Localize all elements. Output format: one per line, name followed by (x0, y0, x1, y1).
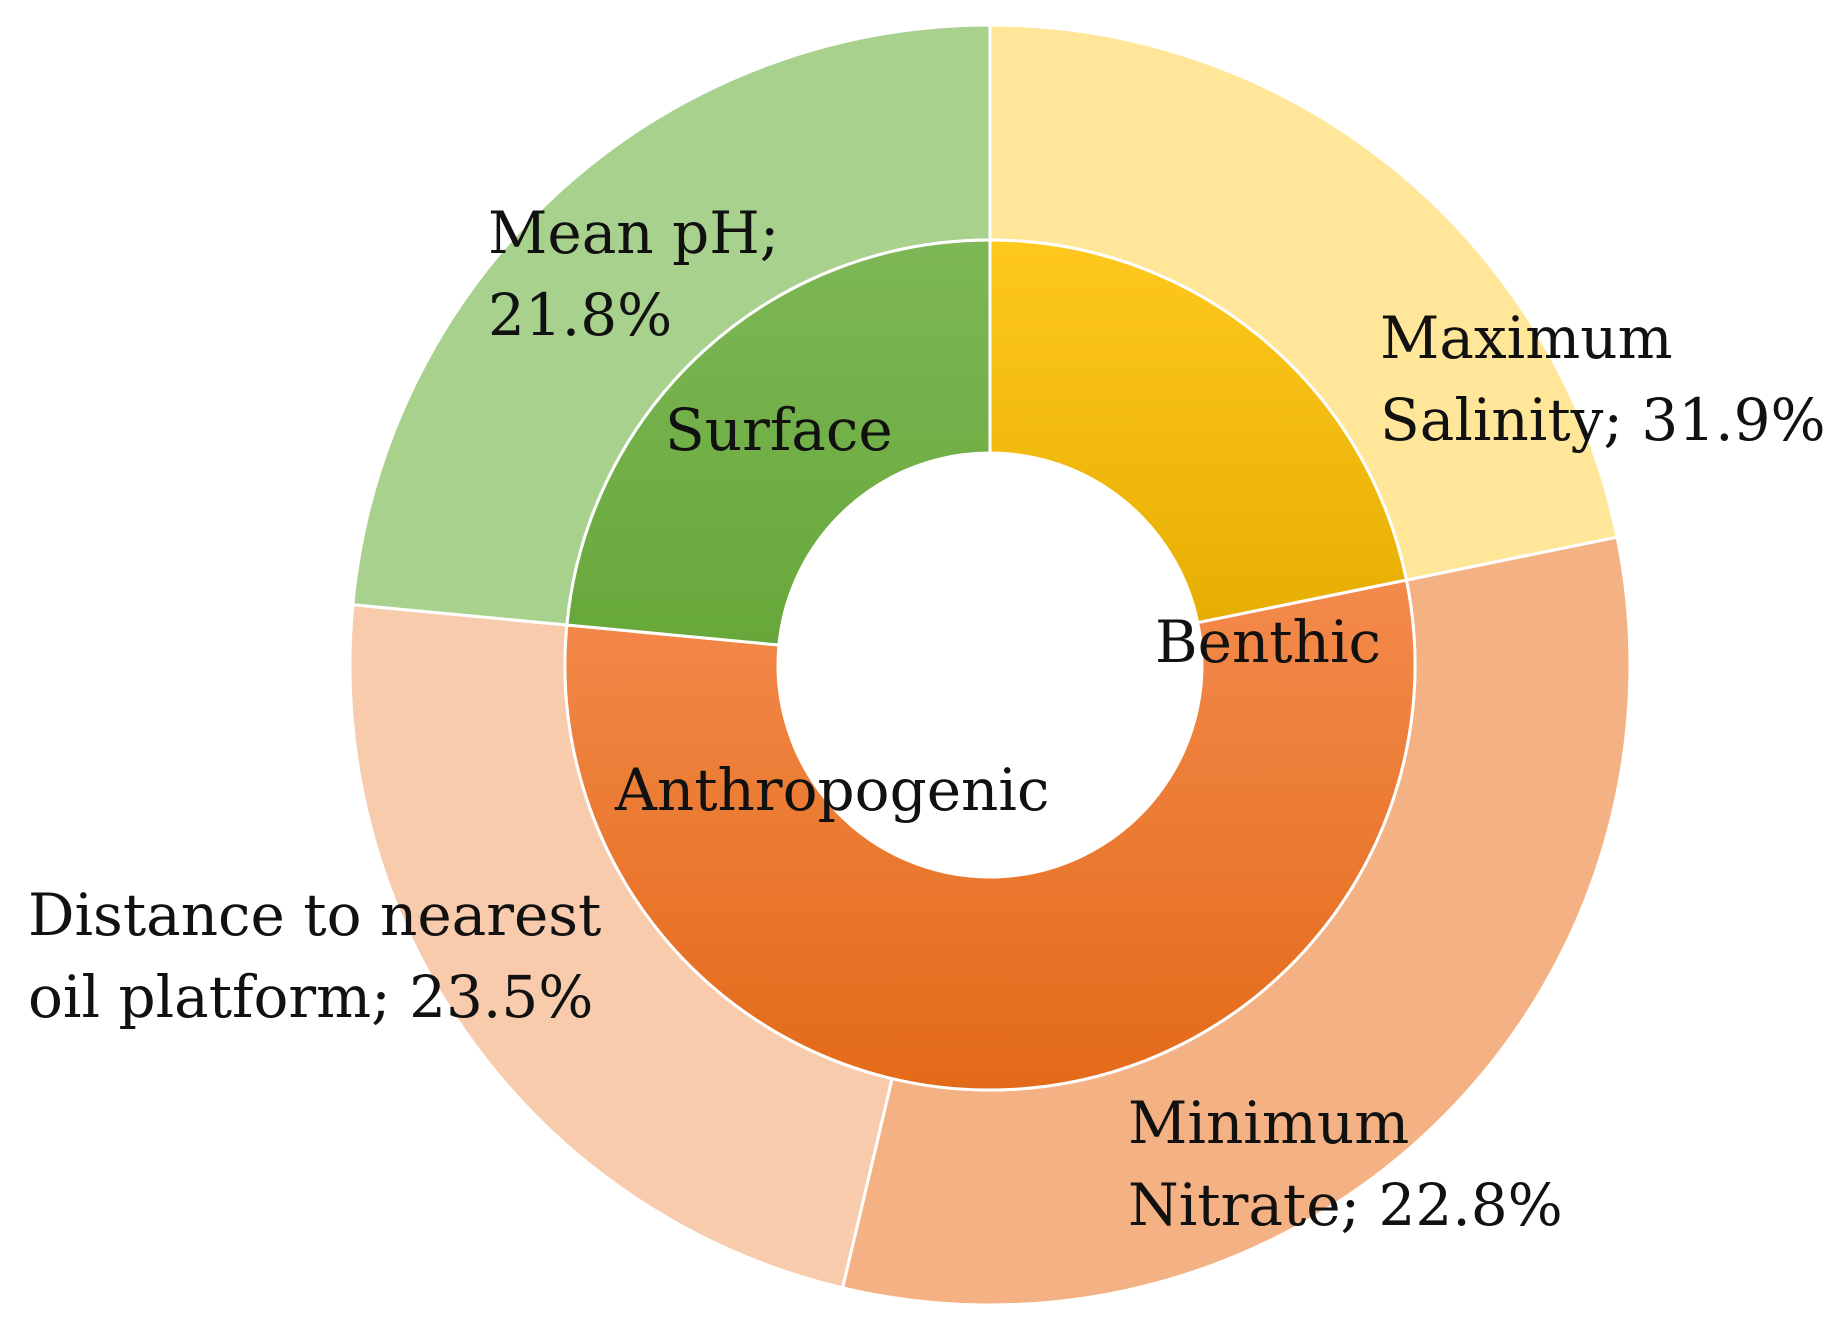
inner-label-anthropogenic: Anthropogenic (614, 756, 1049, 824)
inner-slice-anthropogenic (565, 238, 992, 647)
inner-slice-benthic (563, 578, 1417, 1092)
outer-label-maximum-salinity-line-1: Maximum (1380, 304, 1673, 372)
outer-label-minimum-nitrate-line-1: Minimum (1128, 1089, 1409, 1157)
slice-labels: Surface Benthic Anthropogenic Mean pH; 21.8%… (28, 199, 1826, 1239)
outer-ring (348, 23, 1632, 1307)
outer-label-mean-ph-line-2: 21.8% (488, 281, 672, 349)
outer-label-mean-ph-line-1: Mean pH; (488, 199, 779, 267)
outer-label-distance-to-nearest-oil-platform-line-2: oil platform; 23.5% (28, 963, 593, 1031)
inner-label-surface: Surface (665, 396, 893, 464)
outer-label-maximum-salinity-line-2: Salinity; 31.9% (1380, 386, 1826, 454)
inner-ring (563, 238, 1417, 1092)
outer-label-minimum-nitrate-line-2: Nitrate; 22.8% (1128, 1171, 1563, 1239)
outer-label-distance-to-nearest-oil-platform-line-1: Distance to nearest (28, 881, 601, 949)
inner-label-benthic: Benthic (1155, 608, 1381, 676)
inner-slice-surface (988, 238, 1408, 625)
